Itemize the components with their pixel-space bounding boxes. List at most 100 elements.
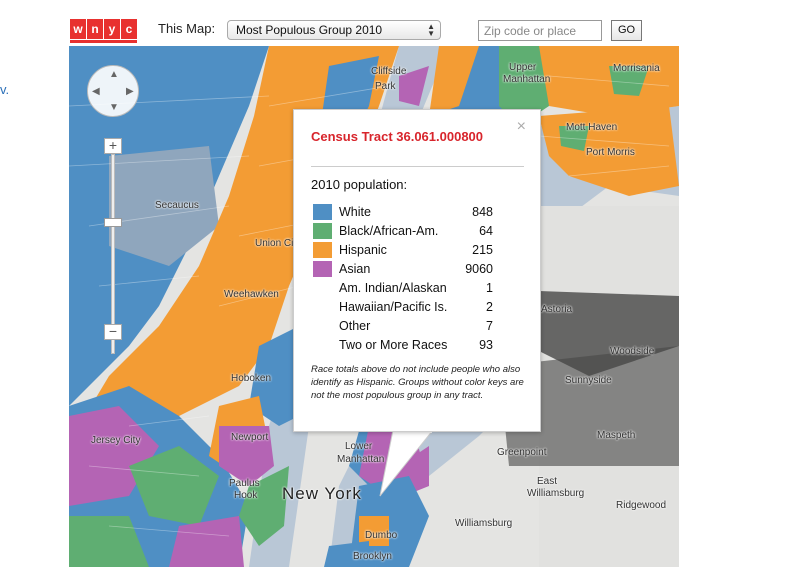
race-value: 2 xyxy=(486,300,493,314)
tract-black-mott xyxy=(559,126,589,151)
map-select-label: This Map: xyxy=(158,21,216,36)
place-label: Maspeth xyxy=(597,430,636,441)
legend-swatch xyxy=(313,204,332,220)
logo-letter: w xyxy=(70,19,86,39)
place-label: Upper xyxy=(509,62,537,73)
place-label: Manhattan xyxy=(503,74,551,85)
race-row: Two or More Races 93 xyxy=(313,336,493,355)
race-name: Am. Indian/Alaskan xyxy=(339,281,447,295)
popup-footnote: Race totals above do not include people … xyxy=(311,364,524,401)
secaucus-area xyxy=(109,146,219,266)
race-name: Black/African-Am. xyxy=(339,224,439,238)
logo-letter: c xyxy=(121,19,137,39)
place-label: Greenpoint xyxy=(497,447,547,458)
select-arrows-icon: ▲ ▼ xyxy=(427,22,435,38)
race-row: Hawaiian/Pacific Is. 2 xyxy=(313,298,493,317)
close-icon[interactable]: × xyxy=(516,118,526,135)
place-label: Astoria xyxy=(541,304,573,315)
pan-up-icon[interactable]: ▲ xyxy=(109,69,119,80)
place-label: Brooklyn xyxy=(353,551,392,562)
race-row: Black/African-Am. 64 xyxy=(313,222,493,241)
place-label: Mott Haven xyxy=(566,122,618,133)
legend-swatch xyxy=(313,242,332,258)
pan-down-icon[interactable]: ▼ xyxy=(109,102,119,113)
race-name: White xyxy=(339,205,371,219)
place-label: Ridgewood xyxy=(616,500,667,511)
zoom-slider-handle[interactable] xyxy=(104,218,122,227)
race-value: 1 xyxy=(486,281,493,295)
logo-letter: n xyxy=(87,19,103,39)
race-row: White 848 xyxy=(313,203,493,222)
place-label: Hook xyxy=(234,490,258,501)
place-label: Park xyxy=(375,81,396,92)
zoom-slider-track[interactable] xyxy=(111,154,115,354)
pan-left-icon[interactable]: ◀ xyxy=(92,86,100,97)
place-label: Morrisania xyxy=(613,63,660,74)
place-label: Cliffside xyxy=(371,66,407,77)
header: w n y c This Map: Most Populous Group 20… xyxy=(0,0,812,46)
race-name: Asian xyxy=(339,262,371,276)
place-label: Williamsburg xyxy=(527,488,585,499)
tract-asian-jc2 xyxy=(169,516,244,567)
race-value: 93 xyxy=(479,338,493,352)
race-value: 848 xyxy=(472,205,493,219)
place-label: Hoboken xyxy=(231,373,272,384)
place-label: Woodside xyxy=(610,346,655,357)
divider xyxy=(311,166,524,167)
race-name: Other xyxy=(339,319,371,333)
race-row: Asian 9060 xyxy=(313,260,493,279)
legend-swatch xyxy=(313,223,332,239)
tract-white-red-hook xyxy=(324,541,369,567)
tract-hispanic-bronx xyxy=(539,46,679,116)
left-edge-link[interactable]: v. xyxy=(0,82,10,97)
go-button[interactable]: GO xyxy=(611,20,642,41)
population-label: 2010 population: xyxy=(311,177,408,192)
map-select-dropdown[interactable]: Most Populous Group 2010 ▲ ▼ xyxy=(227,20,441,40)
hudson-river xyxy=(249,46,449,567)
race-value: 64 xyxy=(479,224,493,238)
race-value: 215 xyxy=(472,243,493,257)
tract-asian-north xyxy=(399,66,429,106)
place-label: East xyxy=(537,476,558,487)
race-row: Other 7 xyxy=(313,317,493,336)
tract-black-jc2 xyxy=(69,516,149,567)
place-label: Lower xyxy=(345,441,373,452)
race-value: 7 xyxy=(486,319,493,333)
pan-control[interactable]: ▲ ▼ ◀ ▶ xyxy=(87,65,139,117)
pan-right-icon[interactable]: ▶ xyxy=(126,86,134,97)
place-label: Williamsburg xyxy=(455,518,513,529)
logo-underline xyxy=(70,40,137,43)
legend-swatch xyxy=(313,261,332,277)
place-label: Secaucus xyxy=(155,200,199,211)
race-list: White 848 Black/African-Am. 64 Hispanic … xyxy=(313,203,493,355)
place-label: Dumbo xyxy=(365,530,398,541)
tract-hispanic-brooklyn xyxy=(359,516,389,546)
place-label: Sunnyside xyxy=(565,375,612,386)
zip-search-input[interactable]: Zip code or place xyxy=(478,20,602,41)
place-label: Port Morris xyxy=(586,147,635,158)
popup-shadow-2 xyxy=(499,346,679,466)
race-row: Hispanic 215 xyxy=(313,241,493,260)
place-label: Paulus xyxy=(229,478,260,489)
map-select-value: Most Populous Group 2010 xyxy=(236,23,383,37)
place-label: Newport xyxy=(231,432,269,443)
tract-black-jc xyxy=(129,446,219,526)
wnyc-logo[interactable]: w n y c xyxy=(70,19,137,39)
race-name: Two or More Races xyxy=(339,338,448,352)
popup-tail xyxy=(379,430,434,497)
place-label-major: New York xyxy=(282,484,362,503)
race-row: Am. Indian/Alaskan 1 xyxy=(313,279,493,298)
census-tract-popup: × Census Tract 36.061.000800 2010 popula… xyxy=(293,109,541,432)
race-name: Hawaiian/Pacific Is. xyxy=(339,300,448,314)
tract-black-bronx xyxy=(609,66,649,96)
zoom-out-button[interactable]: − xyxy=(104,324,122,340)
race-name: Hispanic xyxy=(339,243,387,257)
place-label: Union City xyxy=(255,238,302,249)
tract-hispanic-washington-heights xyxy=(429,46,479,116)
tract-black-paulus xyxy=(239,466,289,546)
popup-title: Census Tract 36.061.000800 xyxy=(311,129,484,144)
tract-asian-newport xyxy=(219,426,274,486)
place-label: Jersey City xyxy=(91,435,141,446)
place-label: Manhattan xyxy=(337,454,385,465)
zoom-in-button[interactable]: + xyxy=(104,138,122,154)
